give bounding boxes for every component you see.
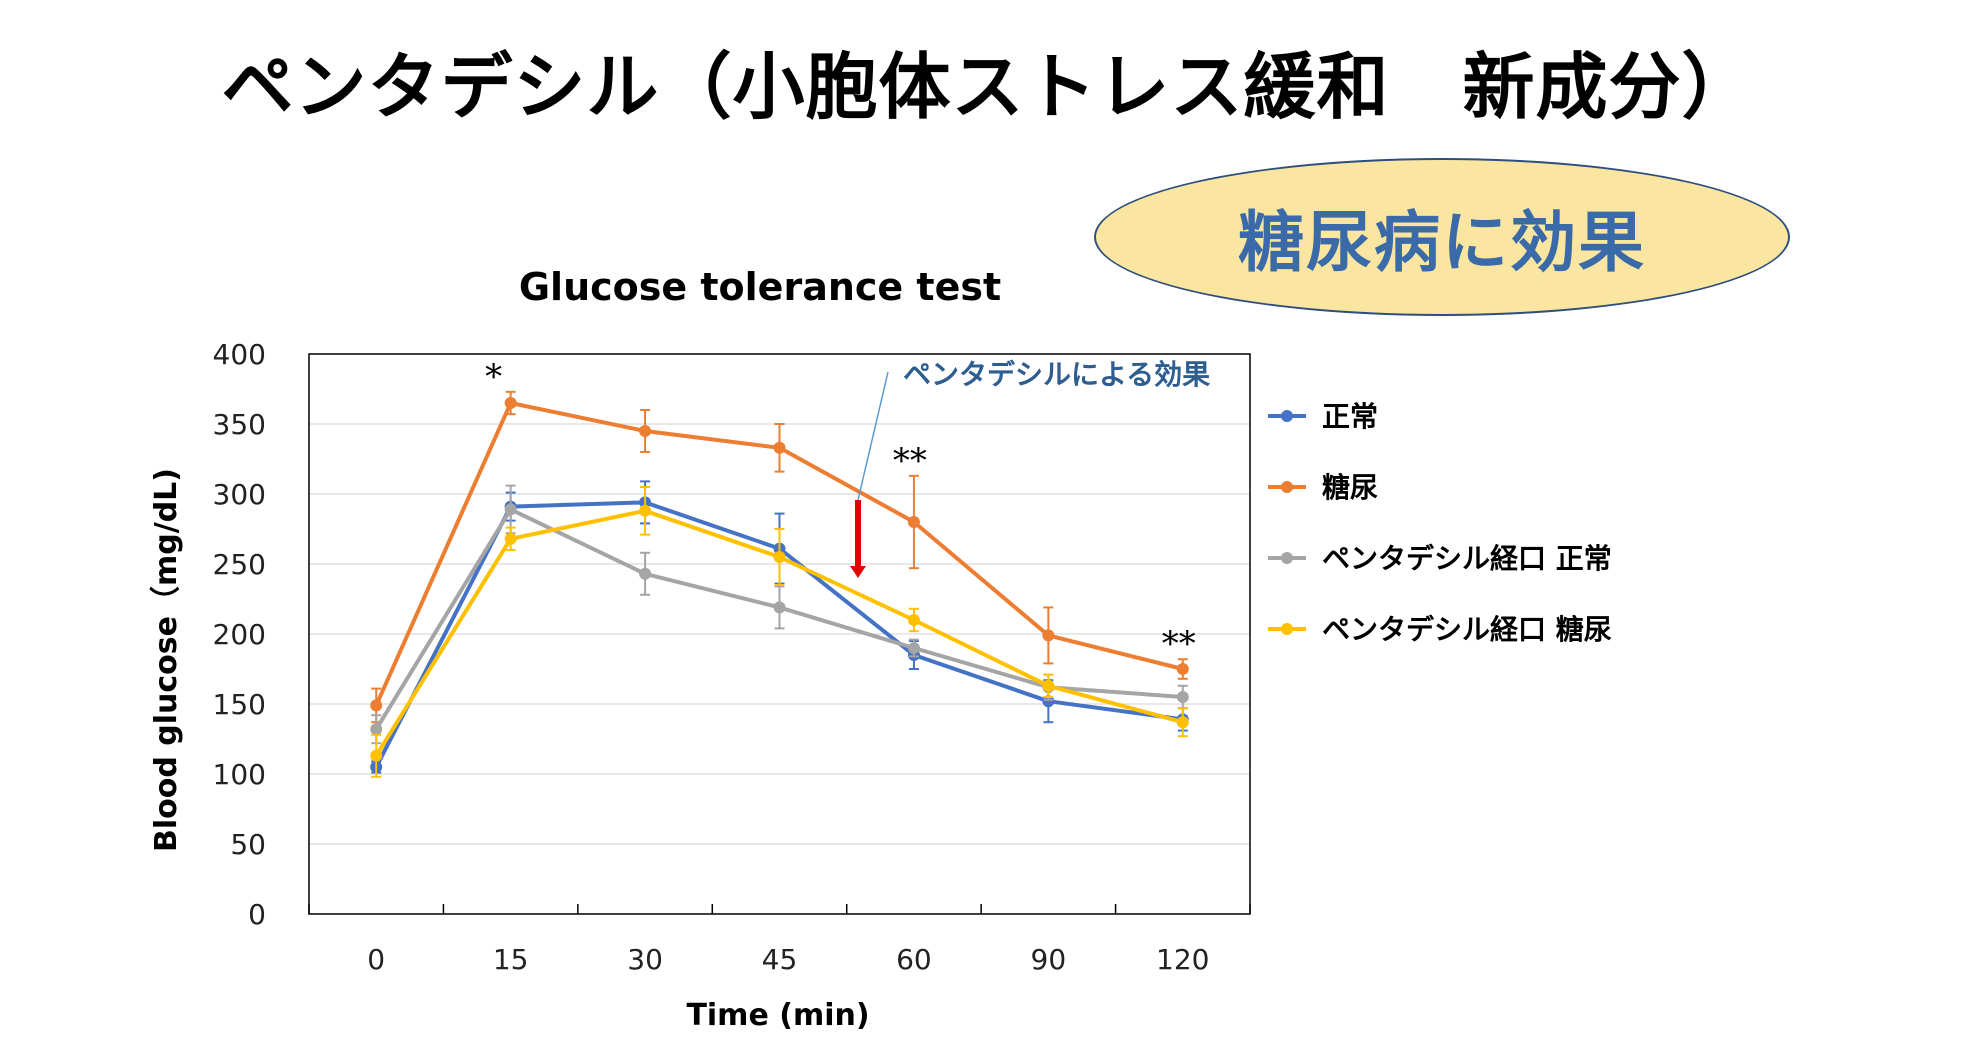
- data-point: [773, 441, 786, 454]
- data-point: [907, 516, 920, 528]
- data-point: [1176, 716, 1189, 729]
- data-point: [370, 723, 383, 736]
- chart-title: Glucose tolerance test: [519, 265, 1001, 309]
- axes: [308, 353, 1251, 915]
- legend-swatch-marker: [1281, 552, 1293, 564]
- legend-label: 正常: [1322, 400, 1378, 433]
- y-tick-label: 250: [213, 548, 266, 581]
- significance-marker: **: [1162, 624, 1196, 664]
- data-point: [370, 749, 383, 762]
- legend-swatch-marker: [1281, 623, 1293, 635]
- data-point: [370, 699, 383, 712]
- y-tick-label: 50: [230, 828, 266, 861]
- y-tick-label: 100: [213, 758, 266, 791]
- y-tick-label: 200: [213, 618, 266, 651]
- data-point: [1176, 663, 1189, 675]
- x-tick-label: 90: [1031, 943, 1067, 976]
- x-tick-label: 30: [627, 943, 663, 976]
- data-point: [773, 601, 786, 614]
- legend-item: 正常: [1268, 400, 1378, 433]
- x-tick-label: 60: [896, 943, 932, 976]
- data-point: [639, 425, 652, 437]
- annotation-leader-line: [857, 371, 889, 501]
- significance-marker: *: [485, 357, 502, 397]
- y-tick-label: 300: [213, 478, 266, 511]
- data-point: [504, 532, 517, 545]
- y-tick-label: 350: [213, 408, 266, 441]
- legend-swatch-marker: [1281, 410, 1293, 422]
- effect-badge-text: 糖尿病に効果: [1238, 204, 1646, 281]
- data-point: [1042, 679, 1055, 692]
- data-point: [907, 642, 920, 654]
- annotation-layer: ペンタデシルによる効果 *****: [485, 357, 1210, 664]
- legend-label: ペンタデシル経口 糖尿: [1322, 613, 1612, 646]
- legend-label: 糖尿: [1322, 471, 1378, 504]
- data-point: [907, 614, 920, 626]
- series-4: [370, 486, 1189, 778]
- legend-item: 糖尿: [1268, 471, 1378, 504]
- data-point: [639, 567, 652, 580]
- x-tick-label: 45: [762, 943, 798, 976]
- y-tick-label: 150: [213, 688, 266, 721]
- legend-item: ペンタデシル経口 正常: [1268, 542, 1612, 575]
- data-point: [1042, 629, 1055, 642]
- x-tick-label: 120: [1156, 943, 1209, 976]
- x-tick-labels: 0 15 30 45 60 90 120: [367, 943, 1209, 976]
- data-point: [504, 397, 517, 409]
- effect-arrow-head: [850, 566, 866, 578]
- data-point: [1042, 695, 1055, 708]
- page-title: ペンタデシル（小胞体ストレス緩和 新成分）: [221, 45, 1755, 129]
- y-tick-label: 400: [213, 338, 266, 371]
- legend-label: ペンタデシル経口 正常: [1322, 542, 1612, 575]
- series-layer: [370, 390, 1189, 778]
- series-2: [370, 390, 1189, 724]
- y-tick-label: 0: [248, 898, 266, 931]
- y-axis-title: Blood glucose（mg/dL): [149, 468, 184, 852]
- data-point: [504, 503, 517, 516]
- x-tick-label: 0: [367, 943, 385, 976]
- x-axis-title: Time (min): [686, 998, 869, 1033]
- effect-annotation: ペンタデシルによる効果: [903, 358, 1210, 391]
- data-point: [1176, 691, 1189, 703]
- legend-item: ペンタデシル経口 糖尿: [1268, 613, 1612, 646]
- significance-marker: **: [893, 441, 927, 481]
- y-tick-labels: 0 50 100 150 200 250 300 350 400: [213, 338, 266, 931]
- effect-badge: 糖尿病に効果: [1094, 158, 1790, 316]
- data-point: [639, 504, 652, 517]
- plot-frame: [308, 353, 1251, 915]
- x-tick-label: 15: [493, 943, 529, 976]
- data-point: [773, 551, 786, 563]
- legend-swatch-marker: [1281, 481, 1293, 493]
